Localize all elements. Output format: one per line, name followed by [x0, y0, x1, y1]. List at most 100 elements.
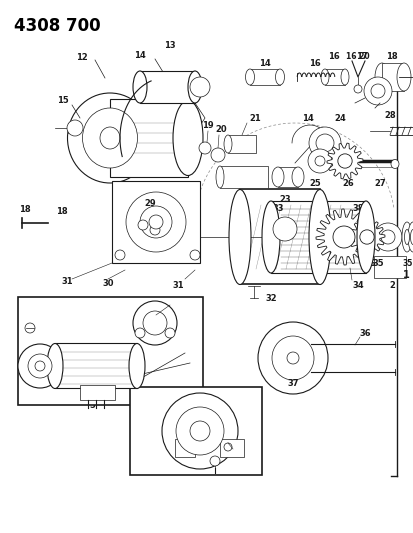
Ellipse shape [404, 230, 408, 245]
Text: 32: 32 [265, 294, 276, 303]
Circle shape [370, 84, 384, 98]
Text: 37: 37 [287, 378, 298, 387]
Text: 21: 21 [249, 114, 260, 123]
Polygon shape [326, 143, 362, 179]
Polygon shape [348, 219, 384, 255]
Circle shape [138, 220, 147, 230]
Ellipse shape [245, 69, 254, 85]
Ellipse shape [275, 69, 284, 85]
Circle shape [308, 127, 340, 159]
Ellipse shape [308, 190, 330, 285]
Circle shape [314, 156, 324, 166]
Text: 4: 4 [52, 397, 58, 406]
Bar [130, 387, 261, 475]
Circle shape [126, 192, 185, 252]
Ellipse shape [396, 63, 410, 91]
Text: 10: 10 [227, 448, 238, 457]
Text: 29: 29 [144, 198, 155, 207]
Text: 14: 14 [134, 51, 145, 60]
Circle shape [223, 443, 231, 451]
Text: 16: 16 [328, 52, 339, 61]
Ellipse shape [257, 322, 327, 394]
Circle shape [142, 311, 166, 335]
Ellipse shape [374, 63, 388, 91]
Text: 17: 17 [355, 52, 367, 61]
Circle shape [67, 120, 83, 136]
Bar [271, 201, 365, 273]
Ellipse shape [216, 166, 223, 188]
Ellipse shape [271, 167, 283, 187]
Circle shape [363, 77, 391, 105]
Text: 2: 2 [388, 280, 394, 289]
Circle shape [135, 328, 145, 338]
Text: 14: 14 [259, 59, 270, 68]
Text: 18: 18 [19, 205, 31, 214]
Ellipse shape [47, 343, 63, 389]
Text: 24: 24 [333, 114, 345, 123]
Text: 28: 28 [383, 110, 395, 119]
Circle shape [337, 154, 351, 168]
Bar [228, 135, 255, 153]
Circle shape [176, 407, 223, 455]
Text: 35: 35 [371, 259, 383, 268]
Text: 6: 6 [25, 296, 31, 305]
Ellipse shape [291, 167, 303, 187]
Text: 4308 700: 4308 700 [14, 17, 100, 35]
Circle shape [149, 215, 163, 229]
Bar [112, 181, 199, 263]
Text: 35: 35 [402, 259, 412, 268]
Ellipse shape [271, 336, 313, 380]
Text: 36: 36 [358, 328, 370, 337]
Circle shape [211, 148, 224, 162]
Bar [80, 385, 115, 400]
Text: 7: 7 [175, 370, 180, 379]
Text: 11: 11 [156, 429, 167, 438]
Bar [249, 69, 279, 85]
Ellipse shape [129, 343, 145, 389]
Text: 30: 30 [102, 279, 114, 287]
Bar [373, 256, 405, 278]
Circle shape [315, 134, 333, 152]
Bar [324, 69, 344, 85]
Text: 31: 31 [172, 280, 183, 289]
Circle shape [353, 85, 361, 93]
Bar [219, 439, 243, 457]
Bar [140, 71, 195, 103]
Text: 26: 26 [363, 259, 375, 268]
Text: 5: 5 [89, 400, 95, 409]
Circle shape [25, 323, 35, 333]
Ellipse shape [261, 201, 279, 273]
Circle shape [332, 226, 354, 248]
Bar [18, 297, 202, 405]
Bar [240, 189, 319, 284]
Circle shape [115, 250, 125, 260]
Ellipse shape [390, 159, 398, 168]
Circle shape [380, 230, 394, 244]
Text: 19: 19 [202, 120, 213, 130]
Circle shape [307, 149, 331, 173]
Circle shape [190, 77, 209, 97]
Ellipse shape [320, 69, 328, 85]
Text: 9: 9 [195, 464, 200, 473]
Text: 18: 18 [56, 206, 68, 215]
Text: 16: 16 [309, 59, 320, 68]
Text: 22: 22 [234, 192, 245, 201]
Ellipse shape [100, 127, 120, 149]
Circle shape [18, 344, 62, 388]
Ellipse shape [356, 201, 374, 273]
Circle shape [190, 250, 199, 260]
Text: 31: 31 [61, 277, 73, 286]
Ellipse shape [286, 352, 298, 364]
Text: 1: 1 [402, 270, 408, 280]
Circle shape [165, 328, 175, 338]
Text: 25: 25 [309, 179, 320, 188]
Text: 34: 34 [351, 280, 363, 289]
Text: 8: 8 [167, 296, 173, 305]
Ellipse shape [133, 71, 147, 103]
Ellipse shape [67, 93, 152, 183]
Text: 18: 18 [385, 52, 397, 61]
Text: 17 18: 17 18 [143, 223, 166, 232]
Circle shape [190, 421, 209, 441]
Text: 26: 26 [341, 179, 353, 188]
Bar [219, 166, 267, 188]
